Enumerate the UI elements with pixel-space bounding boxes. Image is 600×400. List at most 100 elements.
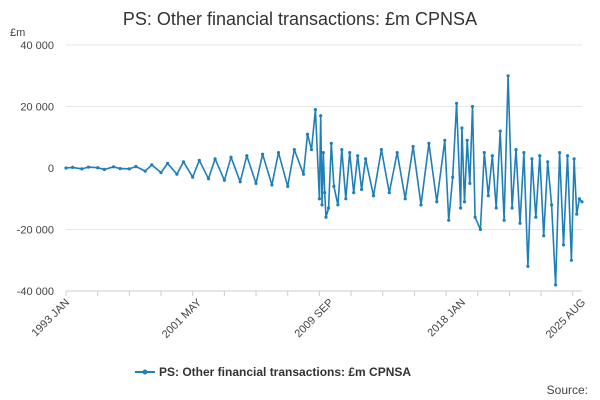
data-point[interactable] — [356, 154, 360, 158]
data-point[interactable] — [387, 191, 391, 195]
data-point[interactable] — [470, 104, 475, 109]
data-point[interactable] — [276, 151, 281, 155]
data-point[interactable] — [379, 148, 383, 152]
data-point[interactable] — [395, 151, 399, 155]
data-point[interactable] — [134, 164, 138, 169]
data-point[interactable] — [538, 154, 542, 158]
data-point[interactable] — [486, 194, 490, 198]
data-point[interactable] — [254, 181, 258, 185]
data-point[interactable] — [364, 157, 368, 161]
data-point[interactable] — [561, 243, 566, 247]
data-point[interactable] — [526, 264, 530, 268]
data-point[interactable] — [102, 167, 106, 172]
data-point[interactable] — [332, 184, 336, 188]
data-point[interactable] — [327, 206, 331, 210]
data-point[interactable] — [494, 206, 498, 210]
data-point[interactable] — [229, 155, 233, 159]
data-point[interactable] — [534, 215, 538, 219]
data-point[interactable] — [80, 167, 84, 171]
data-point[interactable] — [462, 200, 467, 204]
data-point[interactable] — [542, 234, 546, 238]
data-point[interactable] — [352, 191, 356, 195]
data-point[interactable] — [317, 197, 321, 201]
data-point[interactable] — [206, 177, 211, 181]
data-point[interactable] — [313, 108, 317, 112]
data-point[interactable] — [435, 200, 439, 204]
data-point[interactable] — [565, 154, 570, 158]
data-point[interactable] — [166, 161, 170, 165]
data-point[interactable] — [468, 181, 472, 185]
data-point[interactable] — [127, 167, 131, 171]
data-point[interactable] — [580, 200, 584, 204]
data-point[interactable] — [451, 175, 455, 179]
legend[interactable]: PS: Other financial transactions: £m CPN… — [135, 365, 411, 379]
data-point[interactable] — [270, 183, 274, 187]
data-point[interactable] — [478, 227, 482, 232]
data-point[interactable] — [324, 215, 328, 219]
data-point[interactable] — [309, 148, 314, 152]
data-point[interactable] — [191, 175, 195, 179]
data-point[interactable] — [522, 151, 526, 155]
data-point[interactable] — [455, 101, 459, 105]
data-point[interactable] — [460, 126, 464, 130]
data-point[interactable] — [348, 151, 352, 155]
data-point[interactable] — [490, 154, 494, 158]
data-point[interactable] — [482, 151, 486, 155]
data-point[interactable] — [502, 218, 506, 222]
data-point[interactable] — [546, 160, 550, 164]
data-point[interactable] — [459, 206, 463, 210]
data-point[interactable] — [181, 160, 186, 164]
data-point[interactable] — [554, 283, 558, 287]
data-point[interactable] — [575, 212, 579, 216]
data-point[interactable] — [498, 129, 502, 133]
data-point[interactable] — [427, 141, 431, 145]
series-line[interactable] — [65, 75, 583, 286]
data-point[interactable] — [550, 203, 554, 207]
data-point[interactable] — [143, 169, 147, 173]
data-point[interactable] — [321, 151, 325, 155]
data-point[interactable] — [118, 167, 122, 171]
data-point[interactable] — [419, 203, 423, 207]
data-point[interactable] — [530, 157, 534, 161]
data-point[interactable] — [292, 148, 296, 152]
data-point[interactable] — [443, 138, 447, 142]
data-point[interactable] — [301, 172, 306, 176]
data-point[interactable] — [213, 157, 217, 161]
data-point[interactable] — [569, 258, 574, 262]
data-point[interactable] — [305, 132, 310, 136]
data-point[interactable] — [344, 197, 348, 201]
data-point[interactable] — [71, 165, 75, 169]
data-point[interactable] — [261, 152, 265, 156]
data-point[interactable] — [222, 178, 226, 182]
data-point[interactable] — [329, 141, 333, 145]
data-point[interactable] — [572, 157, 576, 161]
data-point[interactable] — [510, 206, 514, 210]
data-point[interactable] — [340, 148, 344, 152]
data-point[interactable] — [323, 191, 327, 195]
data-point[interactable] — [473, 215, 477, 219]
data-point[interactable] — [159, 171, 163, 175]
data-point[interactable] — [514, 148, 518, 152]
data-point[interactable] — [320, 203, 324, 207]
data-point[interactable] — [111, 165, 116, 169]
data-point[interactable] — [403, 197, 407, 201]
data-point[interactable] — [336, 203, 340, 207]
data-point[interactable] — [245, 154, 249, 158]
data-point[interactable] — [238, 180, 242, 184]
data-point[interactable] — [465, 138, 469, 142]
data-point[interactable] — [319, 114, 323, 118]
data-point[interactable] — [175, 172, 179, 176]
data-point[interactable] — [360, 187, 364, 192]
data-point[interactable] — [150, 163, 154, 167]
data-point[interactable] — [286, 184, 290, 188]
data-point[interactable] — [371, 194, 376, 198]
data-point[interactable] — [506, 74, 510, 78]
data-point[interactable] — [411, 144, 415, 149]
data-point[interactable] — [64, 166, 68, 170]
data-point[interactable] — [96, 166, 100, 170]
data-point[interactable] — [518, 221, 522, 225]
data-point[interactable] — [197, 158, 201, 162]
data-point[interactable] — [577, 197, 582, 201]
data-point[interactable] — [558, 151, 562, 155]
data-point[interactable] — [86, 165, 90, 169]
